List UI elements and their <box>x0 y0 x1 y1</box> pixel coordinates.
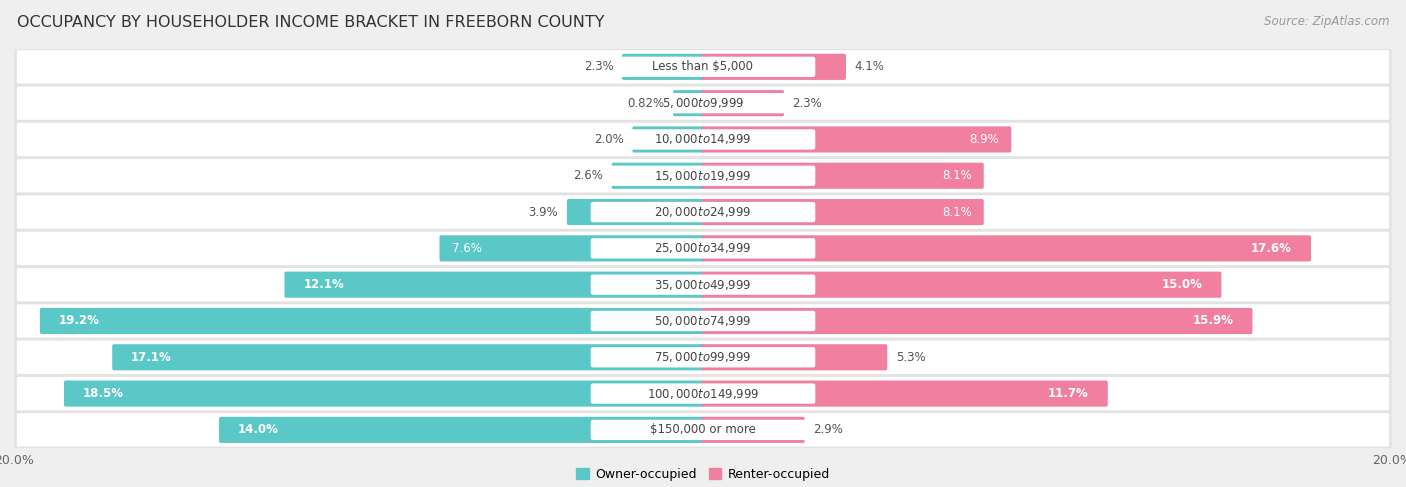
Text: 18.5%: 18.5% <box>83 387 124 400</box>
FancyBboxPatch shape <box>702 54 846 80</box>
Text: $150,000 or more: $150,000 or more <box>650 423 756 436</box>
Text: $35,000 to $49,999: $35,000 to $49,999 <box>654 278 752 292</box>
FancyBboxPatch shape <box>702 417 804 443</box>
FancyBboxPatch shape <box>702 235 1310 262</box>
FancyBboxPatch shape <box>17 50 1389 84</box>
FancyBboxPatch shape <box>17 340 1389 374</box>
Text: 2.3%: 2.3% <box>793 96 823 110</box>
FancyBboxPatch shape <box>14 303 1392 339</box>
Text: 2.9%: 2.9% <box>813 423 844 436</box>
FancyBboxPatch shape <box>591 238 815 259</box>
Text: 0.82%: 0.82% <box>627 96 665 110</box>
FancyBboxPatch shape <box>612 163 704 189</box>
FancyBboxPatch shape <box>14 85 1392 121</box>
FancyBboxPatch shape <box>14 49 1392 85</box>
FancyBboxPatch shape <box>14 230 1392 266</box>
FancyBboxPatch shape <box>567 199 704 225</box>
FancyBboxPatch shape <box>14 158 1392 194</box>
FancyBboxPatch shape <box>591 202 815 222</box>
FancyBboxPatch shape <box>14 412 1392 448</box>
FancyBboxPatch shape <box>591 311 815 331</box>
Text: 15.9%: 15.9% <box>1192 315 1233 327</box>
FancyBboxPatch shape <box>702 272 1222 298</box>
Text: $10,000 to $14,999: $10,000 to $14,999 <box>654 132 752 147</box>
FancyBboxPatch shape <box>17 87 1389 120</box>
Text: $20,000 to $24,999: $20,000 to $24,999 <box>654 205 752 219</box>
FancyBboxPatch shape <box>591 383 815 404</box>
FancyBboxPatch shape <box>702 127 1011 152</box>
FancyBboxPatch shape <box>702 90 785 116</box>
FancyBboxPatch shape <box>440 235 704 262</box>
Text: 5.3%: 5.3% <box>896 351 925 364</box>
FancyBboxPatch shape <box>112 344 704 370</box>
FancyBboxPatch shape <box>591 129 815 150</box>
FancyBboxPatch shape <box>17 123 1389 156</box>
Text: 2.0%: 2.0% <box>593 133 624 146</box>
FancyBboxPatch shape <box>14 121 1392 158</box>
FancyBboxPatch shape <box>673 90 704 116</box>
Text: 7.6%: 7.6% <box>451 242 481 255</box>
Text: 4.1%: 4.1% <box>855 60 884 74</box>
FancyBboxPatch shape <box>14 194 1392 230</box>
FancyBboxPatch shape <box>702 163 984 189</box>
Text: OCCUPANCY BY HOUSEHOLDER INCOME BRACKET IN FREEBORN COUNTY: OCCUPANCY BY HOUSEHOLDER INCOME BRACKET … <box>17 15 605 30</box>
Text: 8.9%: 8.9% <box>970 133 1000 146</box>
FancyBboxPatch shape <box>17 377 1389 410</box>
Text: 19.2%: 19.2% <box>59 315 100 327</box>
FancyBboxPatch shape <box>702 344 887 370</box>
FancyBboxPatch shape <box>65 380 704 407</box>
Text: 3.9%: 3.9% <box>529 206 558 219</box>
FancyBboxPatch shape <box>39 308 704 334</box>
FancyBboxPatch shape <box>17 304 1389 337</box>
Text: 17.6%: 17.6% <box>1251 242 1292 255</box>
Text: $50,000 to $74,999: $50,000 to $74,999 <box>654 314 752 328</box>
Text: $5,000 to $9,999: $5,000 to $9,999 <box>662 96 744 110</box>
Text: 17.1%: 17.1% <box>131 351 172 364</box>
Text: Source: ZipAtlas.com: Source: ZipAtlas.com <box>1264 15 1389 28</box>
Text: $75,000 to $99,999: $75,000 to $99,999 <box>654 350 752 364</box>
FancyBboxPatch shape <box>702 380 1108 407</box>
FancyBboxPatch shape <box>591 420 815 440</box>
FancyBboxPatch shape <box>17 413 1389 447</box>
Text: 14.0%: 14.0% <box>238 423 278 436</box>
FancyBboxPatch shape <box>591 166 815 186</box>
Text: Less than $5,000: Less than $5,000 <box>652 60 754 74</box>
Text: $15,000 to $19,999: $15,000 to $19,999 <box>654 169 752 183</box>
Text: 15.0%: 15.0% <box>1161 278 1202 291</box>
FancyBboxPatch shape <box>591 347 815 368</box>
FancyBboxPatch shape <box>219 417 704 443</box>
FancyBboxPatch shape <box>14 375 1392 412</box>
Text: 2.3%: 2.3% <box>583 60 613 74</box>
FancyBboxPatch shape <box>591 93 815 113</box>
Text: 8.1%: 8.1% <box>942 206 972 219</box>
Text: 8.1%: 8.1% <box>942 169 972 182</box>
FancyBboxPatch shape <box>621 54 704 80</box>
Text: $25,000 to $34,999: $25,000 to $34,999 <box>654 242 752 255</box>
FancyBboxPatch shape <box>702 199 984 225</box>
Text: 11.7%: 11.7% <box>1047 387 1088 400</box>
FancyBboxPatch shape <box>14 266 1392 303</box>
FancyBboxPatch shape <box>17 159 1389 192</box>
FancyBboxPatch shape <box>702 308 1253 334</box>
Text: 2.6%: 2.6% <box>574 169 603 182</box>
FancyBboxPatch shape <box>17 268 1389 301</box>
FancyBboxPatch shape <box>14 339 1392 375</box>
FancyBboxPatch shape <box>284 272 704 298</box>
Text: 12.1%: 12.1% <box>304 278 344 291</box>
FancyBboxPatch shape <box>591 275 815 295</box>
FancyBboxPatch shape <box>17 195 1389 229</box>
FancyBboxPatch shape <box>633 127 704 152</box>
FancyBboxPatch shape <box>591 56 815 77</box>
Text: $100,000 to $149,999: $100,000 to $149,999 <box>647 387 759 401</box>
Legend: Owner-occupied, Renter-occupied: Owner-occupied, Renter-occupied <box>571 463 835 486</box>
FancyBboxPatch shape <box>17 232 1389 265</box>
